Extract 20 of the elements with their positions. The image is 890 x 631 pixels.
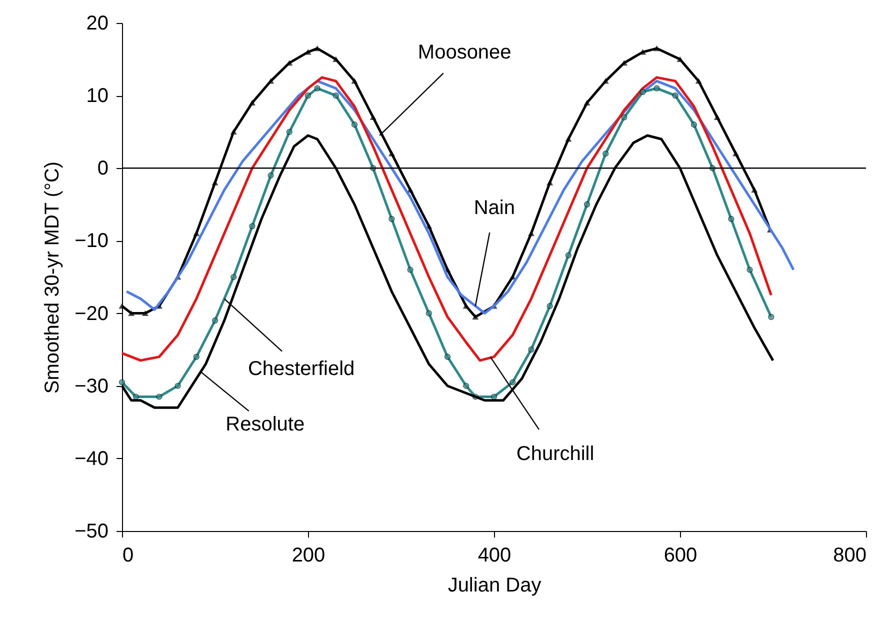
- annotation: Moosonee: [418, 41, 512, 64]
- y-tick-label: −20: [74, 302, 108, 325]
- y-tick-label: 20: [86, 12, 108, 34]
- annotation: Resolute: [226, 413, 305, 436]
- annotation: Nain: [474, 197, 515, 220]
- x-tick-label: 600: [664, 544, 698, 566]
- y-tick-label: 10: [86, 85, 108, 108]
- y-tick-label: 0: [97, 158, 108, 180]
- x-tick-label: 0: [122, 544, 134, 566]
- x-tick-label: 200: [292, 544, 326, 566]
- annotation: Churchill: [516, 442, 594, 465]
- y-axis-title: Smoothed 30-yr MDT (°C): [42, 161, 64, 394]
- y-tick-label: −50: [74, 520, 108, 542]
- x-axis-title: Julian Day: [448, 574, 542, 596]
- y-tick-label: −30: [74, 375, 108, 398]
- x-tick-label: 400: [478, 544, 512, 566]
- y-tick-label: −10: [74, 230, 108, 252]
- annotation: Chesterfield: [248, 358, 355, 380]
- y-tick-label: −40: [74, 448, 108, 470]
- x-tick-label: 800: [833, 544, 866, 566]
